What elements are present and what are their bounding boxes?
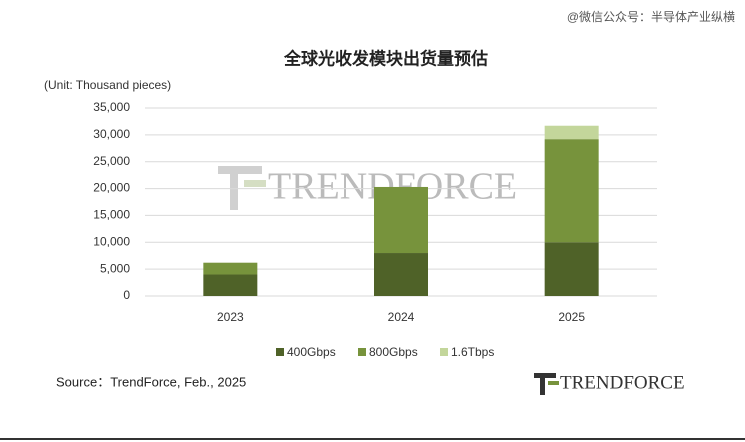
y-tick-label: 0 — [123, 288, 130, 302]
bar-segment — [374, 186, 428, 254]
bar-segment — [544, 125, 599, 140]
legend-label: 400Gbps — [287, 345, 336, 359]
bar-segment — [203, 274, 258, 296]
x-tick-label: 2024 — [388, 310, 415, 324]
legend-swatch — [276, 348, 284, 356]
source-note: @微信公众号：半导体产业纵横 — [567, 10, 735, 24]
bar-segment — [544, 139, 599, 243]
legend-swatch — [358, 348, 366, 356]
bar-segment — [374, 253, 428, 296]
bar-segment — [544, 242, 599, 296]
y-tick-label: 35,000 — [93, 100, 130, 114]
logo-icon — [534, 373, 559, 395]
y-tick-label: 5,000 — [100, 261, 130, 275]
y-tick-label: 30,000 — [93, 127, 130, 141]
bar-segment — [203, 262, 258, 275]
axis-label: (Unit: Thousand pieces) — [44, 78, 171, 92]
legend-swatch — [440, 348, 448, 356]
x-tick-label: 2025 — [558, 310, 585, 324]
source: Source：TrendForce, Feb., 2025 — [56, 374, 246, 389]
legend-label: 800Gbps — [369, 345, 418, 359]
legend-label: 1.6Tbps — [451, 345, 494, 359]
x-tick-label: 2023 — [217, 310, 244, 324]
y-tick-label: 20,000 — [93, 181, 130, 195]
y-tick-label: 10,000 — [93, 234, 130, 248]
chart-title: 全球光收发模块出货量预估 — [283, 48, 488, 68]
logo: TRENDFORCE — [560, 372, 685, 393]
watermark-icon — [218, 166, 266, 210]
y-tick-label: 25,000 — [93, 154, 130, 168]
y-tick-label: 15,000 — [93, 208, 130, 222]
